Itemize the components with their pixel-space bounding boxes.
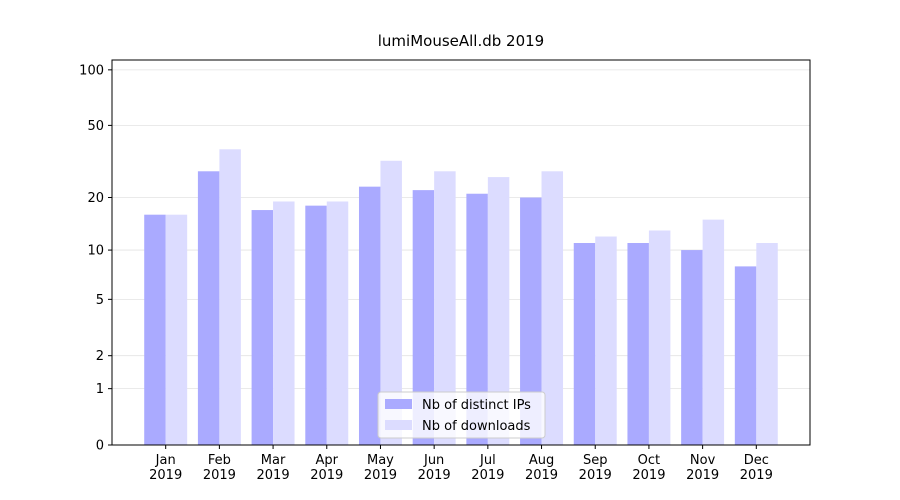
x-tick-label: Feb 2019	[202, 453, 236, 483]
bar	[197, 171, 220, 445]
bar	[573, 243, 596, 445]
legend-swatch	[385, 399, 412, 409]
chart-title: lumiMouseAll.db 2019	[378, 32, 544, 50]
axes-frame	[111, 59, 811, 446]
legend-label: Nb of downloads	[422, 419, 531, 434]
y-tick-label: 50	[87, 119, 104, 134]
bar	[734, 266, 757, 445]
bar	[165, 214, 188, 445]
x-tick-label: Jun 2019	[417, 453, 451, 483]
x-tick-label: May 2019	[363, 453, 397, 483]
legend-swatch	[385, 420, 412, 430]
legend-box	[377, 391, 546, 439]
bar	[627, 243, 649, 445]
bar	[541, 171, 564, 445]
bar	[251, 210, 274, 445]
bar	[380, 160, 402, 445]
bar	[520, 197, 542, 445]
bar	[756, 243, 778, 445]
bar	[681, 250, 703, 445]
y-tick-label: 100	[79, 63, 104, 78]
y-tick-label: 5	[96, 293, 104, 308]
bar	[219, 149, 241, 445]
bar	[595, 236, 617, 445]
bar	[434, 171, 456, 445]
bar	[648, 230, 671, 445]
y-tick-label: 20	[87, 191, 104, 206]
x-tick-label: Jul 2019	[471, 453, 505, 483]
bar	[466, 193, 488, 445]
y-tick-label: 1	[96, 382, 104, 397]
x-tick-label: Jan 2019	[149, 453, 183, 483]
x-tick-label: Mar 2019	[256, 453, 290, 483]
y-tick-label: 10	[87, 244, 104, 259]
x-tick-label: Nov 2019	[686, 453, 720, 483]
y-tick-label: 2	[96, 349, 104, 364]
x-tick-label: Aug 2019	[524, 453, 559, 483]
bar	[144, 214, 166, 445]
bar	[326, 201, 349, 445]
bar	[412, 190, 435, 445]
legend-label: Nb of distinct IPs	[422, 398, 531, 413]
x-tick-label: Oct 2019	[632, 453, 666, 483]
bar	[305, 205, 327, 445]
bar	[273, 201, 295, 445]
x-tick-label: Sep 2019	[578, 453, 612, 483]
bar	[487, 177, 510, 445]
legend: Nb of distinct IPs Nb of downloads	[377, 391, 546, 439]
x-tick-label: Apr 2019	[310, 453, 344, 483]
y-tick-label: 0	[96, 439, 104, 454]
bar	[358, 186, 381, 446]
x-tick-label: Dec 2019	[739, 453, 773, 483]
bar	[702, 219, 725, 445]
